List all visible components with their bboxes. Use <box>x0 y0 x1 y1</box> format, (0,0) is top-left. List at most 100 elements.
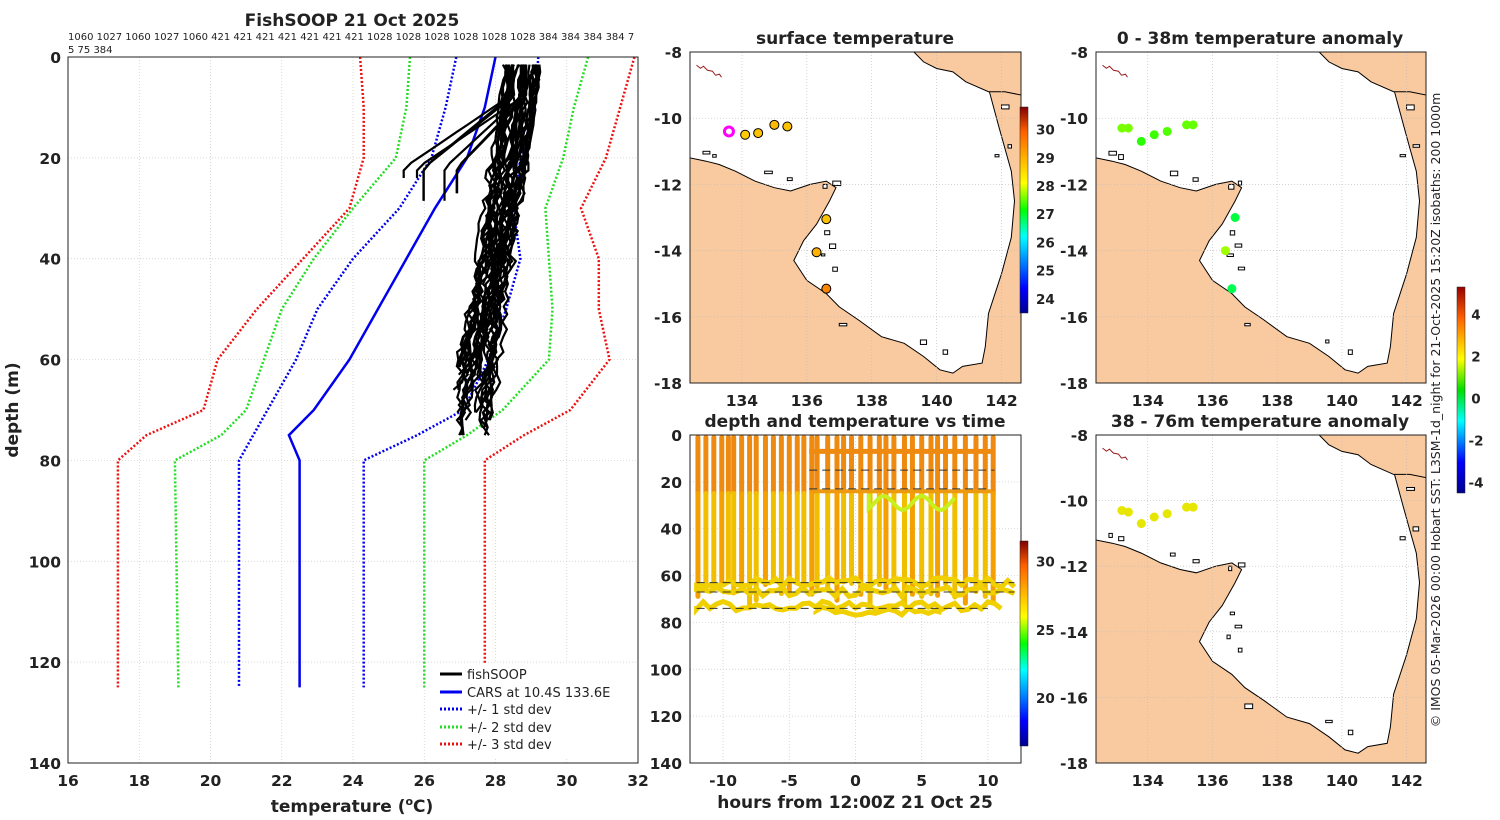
profile-grid <box>67 56 639 764</box>
anom2-map-island <box>1406 486 1416 491</box>
profile-series <box>116 57 636 688</box>
anom2-map-xtick: 142 <box>1390 772 1422 790</box>
profile-xtick: 20 <box>200 772 222 790</box>
anom1-map-ytick: -10 <box>1060 110 1088 128</box>
anom2-map-island <box>1399 536 1406 541</box>
anom2-map-island <box>1229 611 1235 616</box>
anomaly-38-76m-point <box>1149 512 1159 522</box>
anomaly-0-38m-point <box>1123 123 1133 133</box>
std_dev_2-lower-line <box>173 57 412 688</box>
anom2-map-river <box>1102 447 1128 461</box>
fishsoop-profile <box>455 64 515 368</box>
sst-map-ytick: -18 <box>654 375 682 393</box>
anomaly-0-38m-point <box>1227 284 1237 294</box>
depth-time-ytick: 0 <box>671 427 682 445</box>
anom2-map-island <box>1325 719 1333 724</box>
anom1-map-xtick: 140 <box>1326 392 1359 410</box>
sst-map-river <box>696 64 722 78</box>
legend-sd2: +/- 2 std dev <box>467 721 552 736</box>
profile-xtick: 26 <box>413 772 435 790</box>
depth-time-series <box>694 435 1017 619</box>
fishsoop-profile <box>452 64 509 391</box>
anom1-map-island <box>1192 177 1199 182</box>
depth-time-ytick: 120 <box>650 708 683 726</box>
sst-map-australia-land <box>690 52 1021 383</box>
sst-point <box>811 247 822 258</box>
fishsoop-profile <box>487 64 523 421</box>
sst-map-island <box>820 253 826 257</box>
depth-time-ytick: 80 <box>660 614 682 632</box>
anom2-map-island <box>1237 647 1243 653</box>
profile-subtitle-line2: 5 75 384 <box>68 45 113 56</box>
anom2-map-island <box>1192 559 1200 564</box>
anom2-map-island <box>1412 526 1420 532</box>
profile-ylabel: depth (m) <box>3 362 23 457</box>
sst-point <box>740 129 751 140</box>
depth-time-xtick: 10 <box>977 772 999 790</box>
sst-map-xtick: 138 <box>856 392 888 410</box>
sst-colorbar <box>1019 106 1029 314</box>
anomaly-colorbar-tick: -2 <box>1469 433 1484 449</box>
anomaly-0-38m-point <box>1136 136 1146 146</box>
sst-map-ytick: -12 <box>654 176 682 194</box>
anomaly-38-76m-point <box>1188 502 1198 512</box>
sst-point <box>782 121 793 132</box>
legend-fishsoop: fishSOOP <box>467 668 527 683</box>
anomaly-38-76m-point <box>1123 507 1133 517</box>
sst-map-island <box>702 150 711 155</box>
anom2-map-island <box>1234 624 1243 629</box>
anom2-map-island <box>1244 703 1254 710</box>
anom2-map-island <box>1347 729 1354 736</box>
anomaly-0-38m-point <box>1117 123 1127 133</box>
sst-map-ytick: -14 <box>654 243 682 261</box>
anom2-map-xtick: 138 <box>1261 772 1293 790</box>
surface-temperature-title: surface temperature <box>756 29 954 49</box>
anom1-map-ytick: -18 <box>1060 375 1088 393</box>
sst-map-islands <box>702 104 1012 355</box>
depth-time-ytick: 40 <box>660 521 682 539</box>
sst-map-island <box>764 170 773 175</box>
profile-xtick: 32 <box>627 772 649 790</box>
profile-title: FishSOOP 21 Oct 2025 <box>245 11 460 31</box>
sst-map-island <box>832 180 842 187</box>
profile-legend: fishSOOP CARS at 10.4S 133.6E +/- 1 std … <box>433 663 610 758</box>
profile-ytick: 0 <box>50 49 61 67</box>
anomaly-0-38m-point <box>1230 213 1240 222</box>
anomaly-0-38m-map: 134 136 138 140 142 -8 -10 -12 -14 -16 -18 0 - 38m… <box>1060 29 1427 410</box>
anom1-map-island <box>1228 183 1235 190</box>
anom1-map-island <box>1237 266 1246 271</box>
sst-colorbar-tick: 25 <box>1036 264 1055 280</box>
anom1-map-xtick: 142 <box>1390 392 1422 410</box>
depth-time-xtick: 0 <box>850 772 861 790</box>
anom2-map-ytick: -16 <box>1060 689 1088 707</box>
depth-time-ytick: 20 <box>660 474 682 492</box>
anomaly-0-38m-title: 0 - 38m temperature anomaly <box>1117 29 1403 49</box>
sst-map-png-land <box>913 52 1021 96</box>
anomaly-38-76m-point <box>1182 502 1192 512</box>
anom1-map-island <box>1347 349 1353 355</box>
fishsoop-profile <box>467 64 540 391</box>
depth-time-track <box>813 604 943 619</box>
std_dev_2-upper-line <box>423 57 590 688</box>
anom1-map-island <box>1244 322 1251 327</box>
anom1-map-xtick: 134 <box>1132 392 1165 410</box>
depth-time-xlabel: hours from 12:00Z 21 Oct 25 <box>717 793 993 813</box>
anom2-map-ytick: -12 <box>1060 558 1088 576</box>
depth-time-ytick: 140 <box>650 755 683 773</box>
anom1-map-island <box>1118 154 1124 160</box>
anomaly-0-38m-point <box>1149 130 1159 140</box>
anom1-map-island <box>1169 170 1179 177</box>
anom2-map-png-land <box>1318 435 1426 479</box>
profile-ytick: 40 <box>39 251 61 269</box>
depth-time-colorbar <box>1019 540 1029 747</box>
anom1-map-island <box>1226 253 1234 257</box>
anom1-map-png-land <box>1318 52 1426 96</box>
anom2-map-australia-land <box>1096 435 1426 763</box>
std_dev_3-upper-line <box>483 57 636 688</box>
sst-map-island <box>712 154 717 158</box>
anomaly-colorbar-tick: 4 <box>1471 307 1480 323</box>
sst-map-island <box>824 230 831 236</box>
anom1-map-island <box>1406 104 1415 111</box>
